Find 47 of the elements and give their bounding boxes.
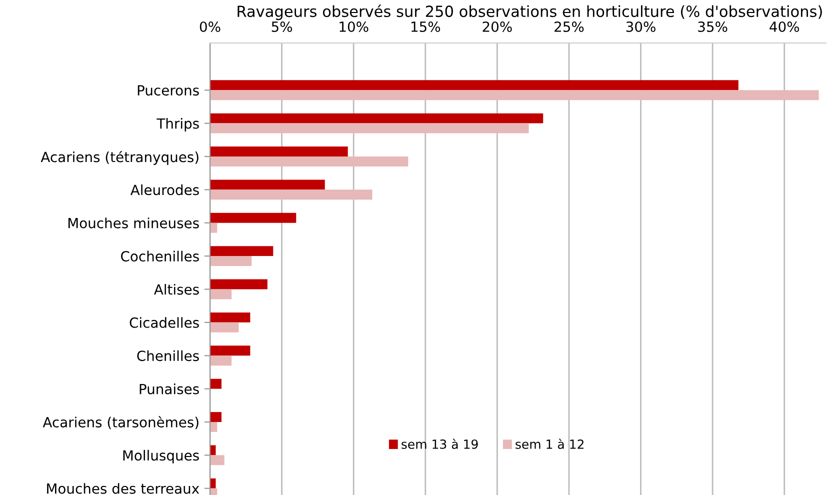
y-tick-label: Punaises [140, 384, 199, 394]
bar [210, 455, 224, 466]
x-tick-label: 5% [272, 21, 292, 32]
bar [210, 156, 408, 166]
bar [210, 312, 250, 322]
x-tick-label: 10% [340, 21, 368, 32]
y-tick-label: Mouches mineuses [68, 218, 199, 228]
chart-title: Ravageurs observés sur 250 observations en horticulture (% d'observations) [238, 4, 822, 20]
bar [210, 279, 268, 290]
x-tick-label: 15% [411, 21, 440, 32]
bar [210, 256, 252, 266]
bar [210, 356, 232, 366]
x-tick-label: 40% [770, 21, 800, 32]
bar [210, 90, 819, 100]
y-tick-label: Cochenilles [121, 250, 199, 262]
x-tick-label: 35% [698, 21, 728, 32]
bar [210, 113, 544, 124]
x-tick-label: 25% [554, 21, 584, 32]
y-tick-label: Acariens (tarsonèmes) [42, 416, 198, 430]
y-tick-label: Cicadelles [130, 317, 199, 328]
x-tick-label: 20% [482, 21, 512, 32]
bar [210, 346, 250, 356]
legend-label: sem 1 à 12 [516, 438, 584, 449]
legend-label: sem 13 à 19 [402, 438, 478, 449]
x-tick-label: 0% [200, 21, 220, 32]
bar [210, 322, 239, 332]
bar [210, 422, 218, 432]
bar [210, 212, 296, 223]
y-tick-label: Altises [154, 284, 199, 295]
bar [210, 190, 372, 200]
bar [210, 146, 348, 156]
y-tick-label: Mollusques [123, 450, 199, 464]
y-tick-label: Chenilles [137, 350, 199, 362]
y-tick-label: Mouches des terreaux [47, 483, 200, 494]
bar [210, 246, 274, 256]
bar [210, 80, 738, 90]
y-tick-label: Thrips [156, 118, 199, 132]
bar [210, 123, 529, 134]
x-tick-label: 30% [626, 21, 656, 32]
bar [210, 289, 232, 300]
bar [210, 412, 222, 422]
bar [210, 222, 218, 233]
y-tick-label: Pucerons [138, 85, 199, 96]
y-tick-label: Acariens (tétranyques) [40, 150, 198, 165]
y-tick-label: Aleurodes [130, 184, 199, 196]
bar [210, 180, 325, 190]
bar [210, 378, 222, 389]
